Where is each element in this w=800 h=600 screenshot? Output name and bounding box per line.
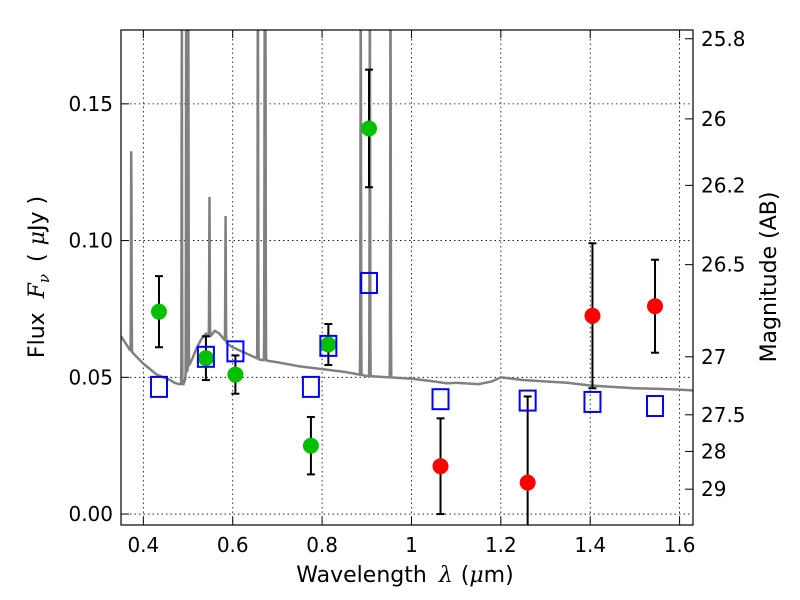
y2-tick-label: 27 [701,345,726,369]
x-tick-label: 1.4 [574,533,606,557]
y-tick-label: 0.00 [68,502,113,526]
gridlines [121,30,693,525]
model-square-marker [226,340,245,363]
model-square-marker [518,389,537,412]
red-point-marker [432,458,449,475]
green-point-marker [361,120,378,137]
model-square-marker [319,334,338,357]
model-sed-curve [121,30,693,392]
data-markers [149,120,665,491]
x-tick-label: 1 [405,533,418,557]
model-square-marker [583,390,602,413]
green-point-marker [227,366,244,383]
model-square-marker [646,395,665,418]
y2-tick-label: 25.8 [701,27,746,51]
red-point-marker [584,307,601,324]
green-point-marker [320,336,337,353]
green-point-marker [302,437,319,454]
model-square-marker [301,375,320,398]
y2-tick-label: 26.5 [701,253,746,277]
x-axis-ticks: 0.4 0.6 0.8 1 1.2 1.4 1.6 [127,30,696,557]
errorbars [154,68,660,525]
x-tick-label: 1.2 [485,533,517,557]
model-square-marker [431,388,450,411]
y2-axis-ticks: 25.8 26 26.2 26.5 27 27.5 28 29 [685,27,746,501]
plot-frame [120,29,694,526]
x-tick-label: 0.8 [306,533,338,557]
x-tick-label: 1.6 [664,533,696,557]
model-square-marker [360,271,379,294]
y2-tick-label: 28 [701,439,726,463]
y-tick-label: 0.05 [68,365,113,389]
y2-tick-label: 27.5 [701,403,746,427]
y-tick-label: 0.10 [68,229,113,253]
y2-tick-label: 26 [701,107,726,131]
y2-tick-label: 26.2 [701,173,746,197]
y-axis-ticks: 0.00 0.05 0.10 0.15 [68,92,129,526]
plot-area [121,30,693,525]
model-square-marker [149,375,168,398]
x-tick-label: 0.4 [127,533,159,557]
red-point-marker [519,474,536,491]
red-point-marker [647,298,664,315]
x-tick-label: 0.6 [217,533,249,557]
y2-axis-label: Magnitude (AB) [757,192,782,363]
model-square-marker [196,345,215,368]
x-axis-label: Wavelength λ (μm) [296,563,513,588]
y-tick-label: 0.15 [68,92,113,116]
green-point-marker [197,350,214,367]
y-axis-label: FluxFν(μJy ) [25,196,53,358]
green-point-marker [150,303,167,320]
y2-tick-label: 29 [701,477,726,501]
